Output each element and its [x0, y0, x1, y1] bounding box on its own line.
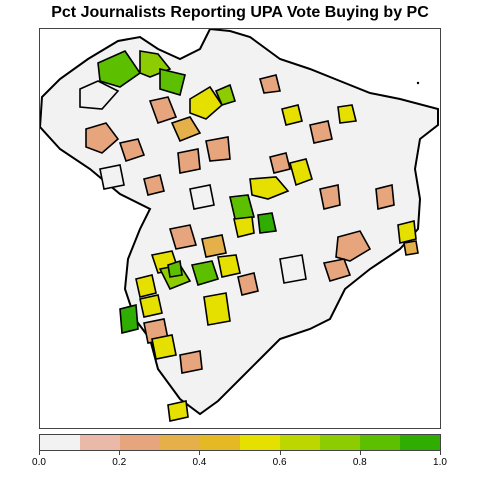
constituency[interactable] — [167, 400, 189, 422]
constituency[interactable] — [177, 148, 201, 174]
constituency[interactable] — [203, 292, 231, 326]
legend-bin — [80, 435, 120, 450]
constituency[interactable] — [289, 158, 313, 187]
constituency[interactable] — [148, 96, 178, 125]
legend-tick-label: 0.6 — [272, 457, 287, 468]
constituency[interactable] — [281, 104, 303, 126]
constituency[interactable] — [118, 138, 146, 163]
legend-bin — [320, 435, 360, 450]
legend-tick — [119, 451, 121, 455]
legend-bin — [360, 435, 400, 450]
constituency-map — [40, 29, 439, 422]
legend-tick-label: 0.0 — [32, 457, 46, 468]
legend-tick — [279, 451, 281, 455]
constituency[interactable] — [375, 183, 395, 211]
constituency[interactable] — [85, 122, 120, 154]
constituency[interactable] — [322, 258, 352, 282]
constituency[interactable] — [189, 85, 224, 120]
constituency[interactable] — [189, 184, 215, 210]
legend-tick-label: 0.4 — [192, 457, 207, 468]
legend-bin — [160, 435, 200, 450]
constituency[interactable] — [217, 254, 241, 278]
constituency[interactable] — [403, 240, 419, 256]
constituency[interactable] — [229, 194, 255, 225]
constituency[interactable] — [159, 67, 186, 97]
constituency[interactable] — [168, 224, 198, 250]
constituency[interactable] — [79, 80, 120, 110]
island-marker — [416, 81, 420, 85]
legend-tick-label: 1.0 — [433, 457, 447, 468]
constituency[interactable] — [237, 272, 259, 296]
legend-bin — [400, 435, 440, 450]
constituency[interactable] — [99, 164, 125, 190]
constituency[interactable] — [135, 274, 157, 298]
constituency[interactable] — [279, 254, 307, 284]
legend-tick-label: 0.8 — [352, 457, 367, 468]
legend-bin — [120, 435, 160, 450]
constituency[interactable] — [179, 350, 203, 374]
legend-tick-label: 0.2 — [112, 457, 127, 468]
constituency[interactable] — [143, 174, 165, 196]
constituency[interactable] — [139, 294, 163, 318]
constituency[interactable] — [257, 212, 277, 234]
constituency[interactable] — [397, 220, 417, 244]
constituency[interactable] — [151, 334, 177, 360]
legend-bin — [200, 435, 240, 450]
constituency[interactable] — [319, 184, 341, 210]
legend-tick — [440, 451, 441, 455]
legend-bin — [40, 435, 80, 450]
constituency[interactable] — [201, 234, 227, 258]
constituency[interactable] — [309, 120, 333, 144]
constituency[interactable] — [269, 152, 291, 174]
legend-bin — [280, 435, 320, 450]
constituency[interactable] — [190, 260, 220, 286]
constituency[interactable] — [205, 136, 231, 162]
map-title: Pct Journalists Reporting UPA Vote Buyin… — [51, 4, 429, 21]
legend-color-bar — [39, 434, 441, 451]
constituency[interactable] — [167, 259, 183, 278]
legend-tick — [359, 451, 361, 455]
constituency-layer — [79, 49, 419, 422]
constituency[interactable] — [249, 176, 290, 200]
constituency[interactable] — [119, 303, 139, 335]
legend-tick — [39, 451, 40, 455]
constituency[interactable] — [337, 104, 357, 124]
constituency[interactable] — [214, 83, 237, 106]
constituency[interactable] — [335, 230, 372, 262]
constituency[interactable] — [233, 216, 255, 238]
map-panel — [39, 28, 441, 429]
constituency[interactable] — [170, 116, 202, 143]
legend-bin — [240, 435, 280, 450]
constituency[interactable] — [97, 49, 142, 88]
legend-tick — [199, 451, 201, 455]
constituency[interactable] — [259, 74, 281, 94]
